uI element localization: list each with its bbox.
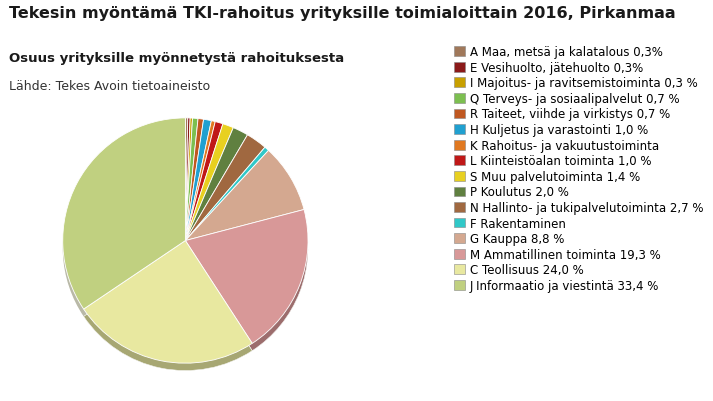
Wedge shape bbox=[83, 248, 252, 371]
Wedge shape bbox=[83, 241, 252, 363]
Wedge shape bbox=[185, 119, 193, 241]
Wedge shape bbox=[185, 132, 233, 248]
Wedge shape bbox=[185, 128, 247, 241]
Wedge shape bbox=[185, 136, 265, 241]
Wedge shape bbox=[185, 217, 308, 351]
Legend: A Maa, metsä ja kalatalous 0,3%, E Vesihuolto, jätehuolto 0,3%, I Majoitus- ja r: A Maa, metsä ja kalatalous 0,3%, E Vesih… bbox=[453, 46, 704, 292]
Wedge shape bbox=[185, 124, 233, 241]
Wedge shape bbox=[185, 210, 308, 344]
Wedge shape bbox=[185, 130, 223, 248]
Wedge shape bbox=[83, 248, 252, 371]
Wedge shape bbox=[185, 155, 269, 248]
Wedge shape bbox=[185, 126, 193, 248]
Wedge shape bbox=[185, 158, 304, 248]
Wedge shape bbox=[185, 126, 198, 248]
Text: Lähde: Tekes Avoin tietoaineisto: Lähde: Tekes Avoin tietoaineisto bbox=[9, 80, 210, 93]
Wedge shape bbox=[185, 127, 204, 248]
Wedge shape bbox=[63, 126, 185, 317]
Wedge shape bbox=[185, 119, 188, 241]
Wedge shape bbox=[185, 126, 190, 248]
Wedge shape bbox=[185, 143, 265, 248]
Wedge shape bbox=[185, 119, 204, 241]
Text: Tekesin myöntämä TKI-rahoitus yrityksille toimialoittain 2016, Pirkanmaa: Tekesin myöntämä TKI-rahoitus yrityksill… bbox=[9, 6, 676, 21]
Wedge shape bbox=[63, 119, 185, 309]
Wedge shape bbox=[185, 122, 223, 241]
Text: Osuus yrityksille myönnetystä rahoituksesta: Osuus yrityksille myönnetystä rahoitukse… bbox=[9, 52, 344, 65]
Wedge shape bbox=[185, 119, 190, 241]
Wedge shape bbox=[185, 126, 188, 248]
Wedge shape bbox=[185, 151, 304, 241]
Wedge shape bbox=[185, 127, 211, 248]
Wedge shape bbox=[185, 129, 215, 248]
Wedge shape bbox=[185, 120, 211, 241]
Wedge shape bbox=[185, 136, 247, 248]
Wedge shape bbox=[185, 148, 269, 241]
Wedge shape bbox=[185, 119, 198, 241]
Wedge shape bbox=[185, 122, 215, 241]
Wedge shape bbox=[185, 217, 308, 351]
